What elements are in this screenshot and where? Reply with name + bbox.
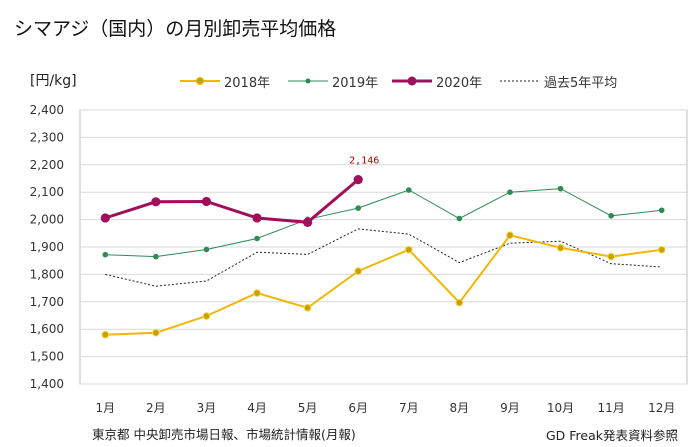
data-point-2018年 [303,304,312,312]
data-point-2018年 [506,231,514,240]
data-point-2019年 [102,251,109,258]
data-point-2019年 [405,187,412,193]
credit-note: GD Freak発表資料参照 [545,428,678,443]
series-line-2018年 [105,234,662,336]
x-tick-label: 8月 [450,401,470,415]
x-tick-label: 1月 [95,401,115,415]
data-point-2018年 [455,298,464,307]
y-tick-label: 1,500 [30,350,64,364]
series-line-2019年 [105,188,662,258]
data-point-2019年 [203,246,210,253]
data-point-2018年 [556,244,565,252]
data-point-2019年 [658,207,665,214]
x-tick-label: 4月 [247,401,267,415]
x-tick-label: 6月 [348,401,368,415]
x-tick-label: 9月 [500,401,520,415]
data-point-2019年 [608,212,614,219]
data-point-2018年 [152,328,160,337]
data-point-2019年 [557,185,564,192]
series-line-2020年 [104,178,360,224]
data-point-2019年 [153,253,159,260]
legend-label: 2019年 [332,76,379,91]
x-tick-label: 12月 [648,401,675,415]
y-tick-label: 2,400 [30,103,64,117]
data-point-2018年 [202,312,211,320]
y-tick-label: 1,700 [30,295,64,309]
x-tick-label: 7月 [399,401,419,415]
x-tick-label: 3月 [197,401,217,415]
data-point-2018年 [354,267,363,275]
data-point-2020年 [100,213,110,223]
y-tick-label: 2,000 [30,213,64,227]
y-tick-label: 1,900 [30,240,64,254]
chart-title: シマアジ（国内）の月別卸売平均価格 [14,18,337,40]
series-line-過去5年平均 [105,228,662,287]
data-point-2018年 [404,245,413,254]
data-point-2019年 [254,235,260,242]
data-point-2020年 [201,196,212,207]
data-point-2020年 [151,197,161,207]
x-tick-label: 2月 [146,401,166,415]
data-point-2018年 [657,245,666,254]
source-note: 東京都 中央卸売市場日報、市場統計情報(月報) [92,427,356,442]
x-tick-label: 11月 [597,401,624,415]
legend-label: 2018年 [224,76,271,91]
data-point-2019年 [355,205,362,211]
data-label: 2,146 [349,156,379,167]
y-tick-label: 2,200 [30,158,64,172]
x-tick-label: 10月 [547,401,574,415]
legend-label: 2020年 [436,76,483,91]
y-tick-label: 1,800 [30,267,64,281]
x-tick-label: 5月 [298,401,318,415]
data-point-2018年 [101,330,110,339]
data-point-2019年 [507,189,513,195]
data-point-2020年 [353,174,363,185]
data-point-2020年 [303,217,313,227]
data-point-2019年 [456,215,463,222]
data-point-2020年 [252,213,262,223]
y-tick-label: 2,100 [30,185,64,199]
y-tick-label: 2,300 [30,130,64,144]
y-tick-label: 1,400 [30,377,64,391]
data-point-2018年 [253,289,261,297]
data-point-2018年 [607,252,615,261]
legend-label: 過去5年平均 [544,76,618,91]
y-axis-unit: [円/kg] [30,73,77,89]
y-tick-label: 1,600 [30,322,64,336]
